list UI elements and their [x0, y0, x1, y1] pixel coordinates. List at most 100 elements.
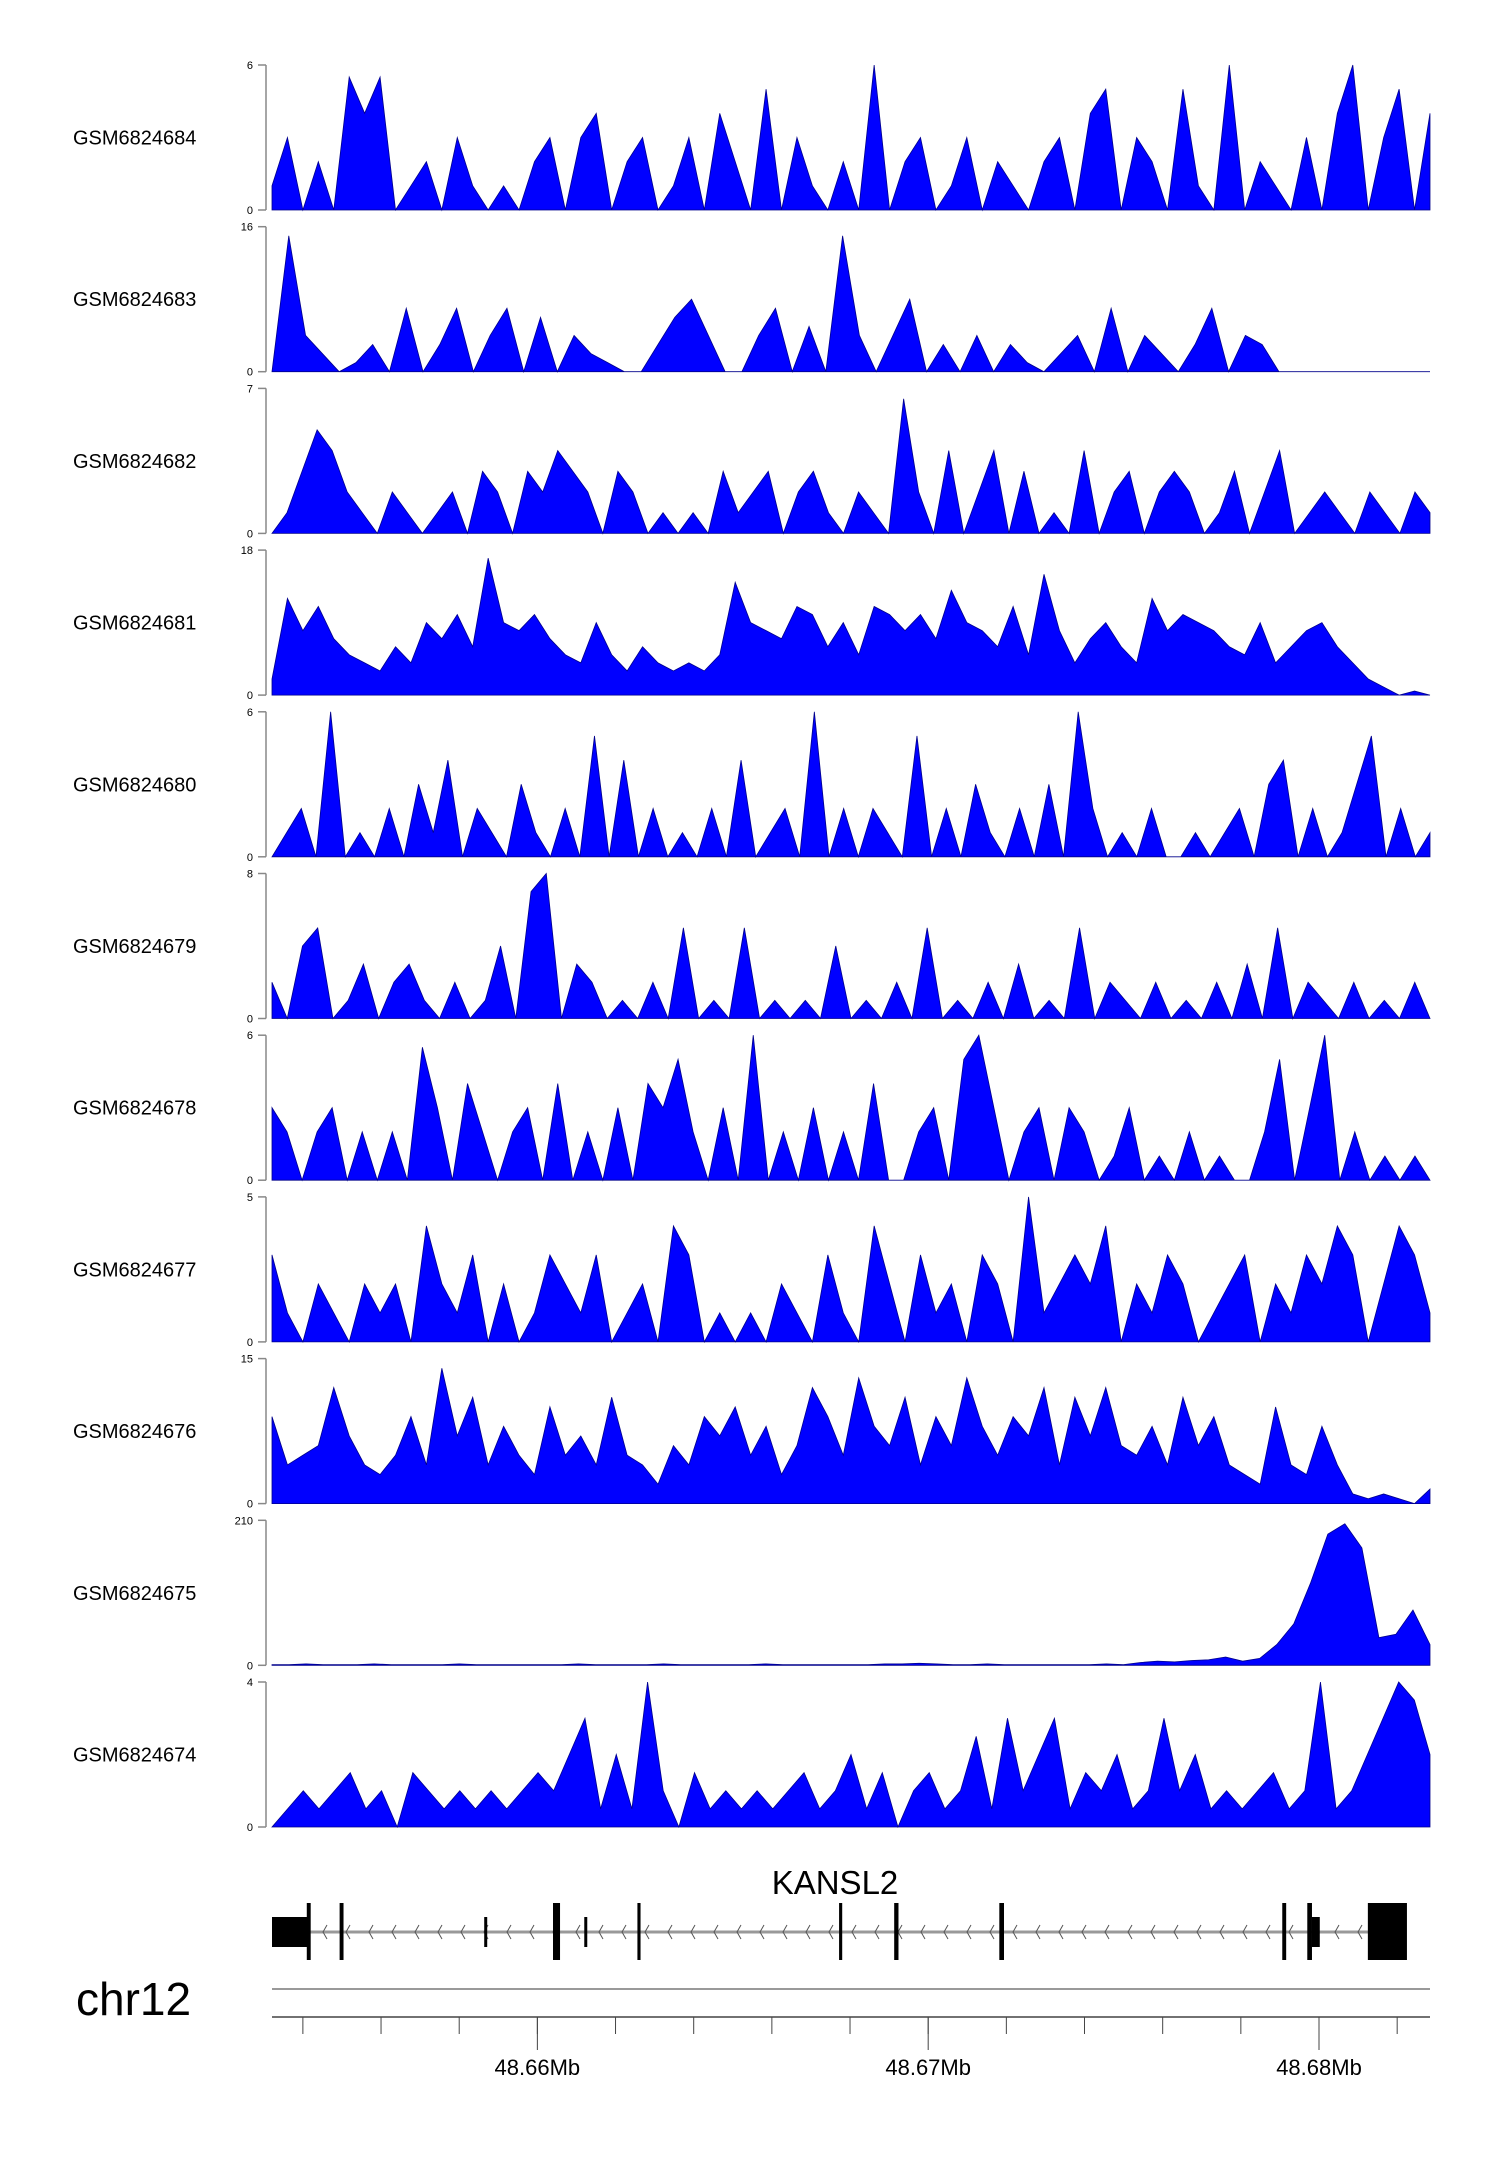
- gene-label: KANSL2: [772, 1864, 899, 1901]
- strand-arrow-icon: [529, 1924, 535, 1940]
- signal-area: [271, 558, 1431, 696]
- track-label: GSM6824676: [73, 1421, 196, 1443]
- strand-arrow-icon: [874, 1924, 880, 1940]
- y-tick-label-max: 16: [241, 222, 253, 234]
- signal-area: [271, 398, 1431, 535]
- gene-track: KANSL2: [272, 1864, 1407, 1960]
- signal-area: [271, 1523, 1431, 1666]
- track-GSM6824680: GSM6824680 6 0: [73, 707, 1431, 864]
- track-GSM6824681: GSM6824681 18 0: [73, 545, 1431, 702]
- strand-arrow-icon: [736, 1924, 742, 1940]
- track-GSM6824675: GSM6824675 210 0: [73, 1515, 1431, 1672]
- x-tick-label: 48.67Mb: [885, 2055, 971, 2080]
- exon: [484, 1917, 488, 1947]
- y-tick-label-min: 0: [247, 1014, 253, 1026]
- y-tick-label-min: 0: [247, 1499, 253, 1511]
- signal-area: [271, 1681, 1431, 1829]
- y-tick-label-min: 0: [247, 1337, 253, 1349]
- track-GSM6824679: GSM6824679 8 0: [73, 869, 1431, 1026]
- y-tick-label-max: 4: [247, 1677, 253, 1689]
- y-tick-label-min: 0: [247, 528, 253, 540]
- y-tick-label-min: 0: [247, 205, 253, 217]
- track-GSM6824674: GSM6824674 4 0: [73, 1677, 1431, 1834]
- strand-arrow-icon: [1173, 1924, 1179, 1940]
- exon: [1282, 1903, 1287, 1960]
- y-tick-label-max: 7: [247, 383, 253, 395]
- exon: [1367, 1903, 1407, 1960]
- strand-arrow-icon: [391, 1924, 397, 1940]
- track-label: GSM6824677: [73, 1259, 196, 1281]
- strand-arrow-icon: [1219, 1924, 1225, 1940]
- strand-arrow-icon: [920, 1924, 926, 1940]
- strand-arrow-icon: [1012, 1924, 1018, 1940]
- exon: [1311, 1917, 1320, 1947]
- track-label: GSM6824674: [73, 1745, 196, 1767]
- strand-arrow-icon: [713, 1924, 719, 1940]
- track-label: GSM6824680: [73, 774, 196, 796]
- exon: [306, 1903, 311, 1960]
- exon: [339, 1903, 344, 1960]
- exon: [839, 1903, 843, 1960]
- signal-area: [271, 872, 1431, 1020]
- strand-arrow-icon: [437, 1924, 443, 1940]
- strand-arrow-icon: [1242, 1924, 1248, 1940]
- signal-area: [271, 1368, 1431, 1505]
- strand-arrow-icon: [1104, 1924, 1110, 1940]
- track-GSM6824676: GSM6824676 15 0: [73, 1354, 1431, 1511]
- strand-arrow-icon: [805, 1924, 811, 1940]
- exon: [272, 1917, 308, 1947]
- y-tick-label-max: 210: [235, 1515, 253, 1527]
- strand-arrow-icon: [759, 1924, 765, 1940]
- exon: [999, 1903, 1005, 1960]
- strand-arrow-icon: [506, 1924, 512, 1940]
- strand-arrow-icon: [414, 1924, 420, 1940]
- strand-arrow-icon: [1058, 1924, 1064, 1940]
- track-label: GSM6824678: [73, 1098, 196, 1120]
- y-tick-label-min: 0: [247, 1822, 253, 1834]
- track-label: GSM6824675: [73, 1583, 196, 1605]
- strand-arrow-icon: [667, 1924, 673, 1940]
- track-GSM6824683: GSM6824683 16 0: [73, 222, 1430, 379]
- track-label: GSM6824684: [73, 128, 196, 150]
- strand-arrow-icon: [851, 1924, 857, 1940]
- y-tick-label-min: 0: [247, 690, 253, 702]
- strand-arrow-icon: [782, 1924, 788, 1940]
- y-tick-label-min: 0: [247, 367, 253, 379]
- strand-arrow-icon: [1357, 1924, 1363, 1940]
- y-tick-label-max: 18: [241, 545, 253, 557]
- strand-arrow-icon: [1081, 1924, 1087, 1940]
- y-tick-label-min: 0: [247, 1175, 253, 1187]
- y-tick-label-max: 8: [247, 869, 253, 881]
- track-GSM6824682: GSM6824682 7 0: [73, 383, 1431, 540]
- track-GSM6824678: GSM6824678 6 0: [73, 1030, 1431, 1187]
- strand-arrow-icon: [1127, 1924, 1133, 1940]
- exon: [1307, 1903, 1312, 1960]
- signal-area: [271, 64, 1431, 212]
- strand-arrow-icon: [598, 1924, 604, 1940]
- strand-arrow-icon: [460, 1924, 466, 1940]
- exon: [552, 1903, 561, 1960]
- track-label: GSM6824682: [73, 451, 196, 473]
- exon: [637, 1903, 641, 1960]
- strand-arrow-icon: [1288, 1924, 1294, 1940]
- strand-arrow-icon: [1150, 1924, 1156, 1940]
- x-tick-label: 48.68Mb: [1276, 2055, 1362, 2080]
- signal-area: [271, 1196, 1431, 1344]
- strand-arrow-icon: [690, 1924, 696, 1940]
- y-tick-label-max: 5: [247, 1192, 253, 1204]
- chromosome-label: chr12: [76, 1973, 191, 2025]
- strand-arrow-icon: [575, 1924, 581, 1940]
- track-GSM6824684: GSM6824684 6 0: [73, 60, 1431, 217]
- signal-area: [271, 235, 1430, 374]
- x-tick-label: 48.66Mb: [495, 2055, 581, 2080]
- genome-axis: chr12 48.66Mb 48.67Mb 48.68Mb: [76, 1973, 1430, 2080]
- strand-arrow-icon: [1196, 1924, 1202, 1940]
- strand-arrow-icon: [322, 1924, 328, 1940]
- track-label: GSM6824681: [73, 613, 196, 635]
- strand-arrow-icon: [1265, 1924, 1271, 1940]
- strand-arrow-icon: [345, 1924, 351, 1940]
- strand-arrow-icon: [644, 1924, 650, 1940]
- strand-arrow-icon: [1035, 1924, 1041, 1940]
- strand-arrow-icon: [1334, 1924, 1340, 1940]
- strand-arrow-icon: [989, 1924, 995, 1940]
